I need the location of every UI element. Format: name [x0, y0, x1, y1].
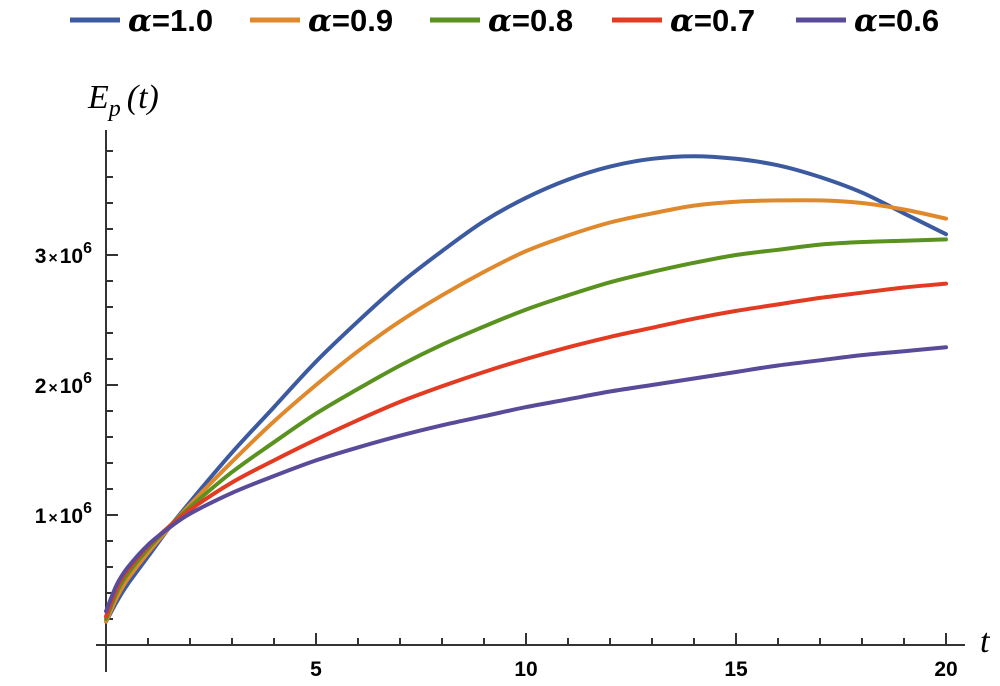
y-axis-title-tail: (t) — [127, 79, 159, 116]
series-line-1 — [104, 154, 948, 624]
tick-labels: 5 10 15 20 1 ×106 2 ×106 3 ×106 — [35, 240, 958, 681]
y-axis-title-sub: p — [107, 96, 121, 122]
y-tick-label: 1 ×106 — [35, 500, 92, 528]
legend-item: α=0.8 — [430, 3, 573, 39]
x-axis-title: t — [980, 623, 991, 660]
axes — [96, 130, 965, 672]
legend-label: α=0.9 — [308, 3, 393, 39]
legend-item: α=0.6 — [796, 3, 939, 39]
legend-item: α=1.0 — [70, 3, 213, 39]
y-axis-title: Ep (t) — [87, 79, 159, 122]
series-line-2 — [104, 198, 948, 624]
legend-item: α=0.7 — [612, 3, 755, 39]
x-tick-label: 10 — [514, 658, 537, 681]
legend-label: α=1.0 — [128, 3, 213, 39]
legend-label: α=0.8 — [488, 3, 573, 39]
x-tick-label: 20 — [934, 658, 957, 681]
axis-ticks — [106, 150, 947, 645]
legend-label: α=0.6 — [854, 3, 939, 39]
y-axis-title-main: E — [87, 79, 109, 116]
series-line-5 — [104, 345, 948, 614]
x-tick-label: 15 — [724, 658, 748, 681]
y-tick-label: 2 ×106 — [35, 370, 92, 398]
x-tick-label: 5 — [310, 658, 322, 681]
series-lines — [104, 154, 948, 624]
legend-item: α=0.9 — [250, 3, 393, 39]
y-tick-label: 3 ×106 — [35, 240, 92, 268]
legend-label: α=0.7 — [670, 3, 755, 39]
legend: α=1.0 α=0.9 α=0.8 α=0.7 α=0.6 — [70, 3, 939, 39]
